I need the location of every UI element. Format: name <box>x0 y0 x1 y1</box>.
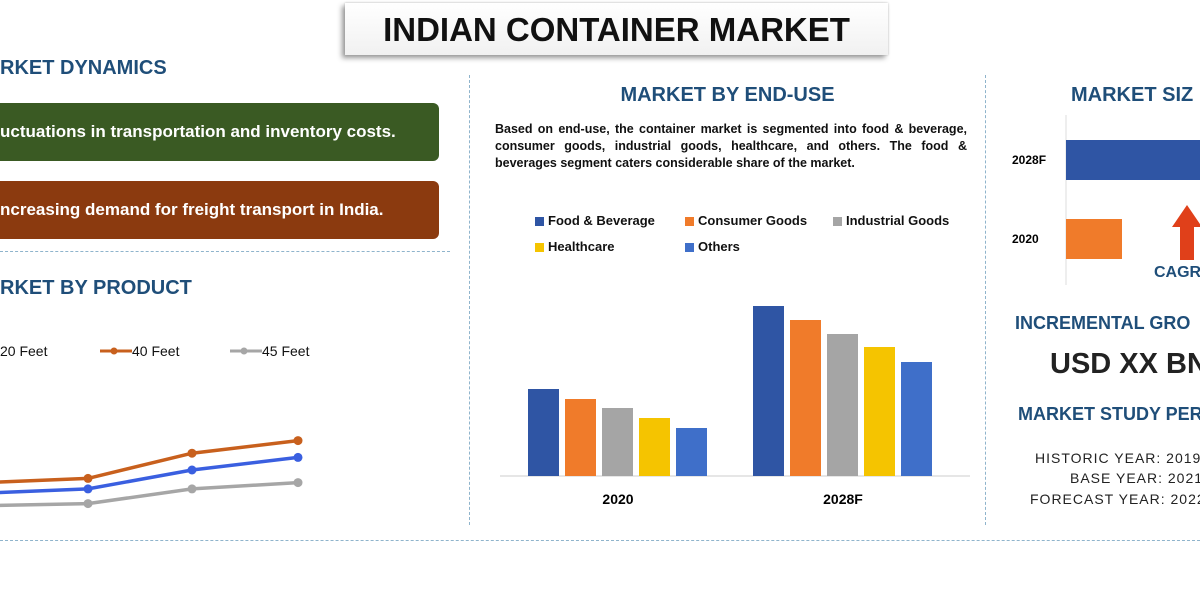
legend-40-feet: 40 Feet <box>100 343 179 359</box>
series-line <box>0 438 299 484</box>
legend-swatch <box>535 217 544 227</box>
data-point <box>83 473 93 483</box>
market-dynamics-heading: RKET DYNAMICS <box>0 57 167 79</box>
end-use-bar-chart: 2020 2028F <box>500 306 970 507</box>
legend-swatch <box>685 217 694 227</box>
historic-year: HISTORIC YEAR: 2019-2 <box>1035 450 1200 466</box>
data-point <box>293 452 303 462</box>
data-point <box>187 484 197 494</box>
cagr-label: CAGR <box>1154 264 1200 281</box>
market-size-bar-chart: 2028F 2020 <box>1012 115 1200 285</box>
series-line <box>0 455 299 495</box>
divider <box>469 75 470 525</box>
legend-label: Industrial Goods <box>846 213 950 228</box>
legend-label: 45 Feet <box>262 343 310 359</box>
legend-item: Industrial Goods <box>833 213 949 228</box>
forecast-year: FORECAST YEAR: 2022-2 <box>1030 491 1200 507</box>
bar <box>639 418 670 476</box>
bar <box>864 347 895 476</box>
bar <box>1066 219 1122 259</box>
growth-arrow-icon <box>1172 205 1200 260</box>
legend-45-feet: 45 Feet <box>230 343 309 359</box>
bar <box>1066 140 1200 180</box>
incremental-growth-heading: INCREMENTAL GRO <box>1015 313 1191 333</box>
data-point <box>187 448 197 458</box>
bar <box>790 320 821 476</box>
data-point <box>187 465 197 475</box>
legend-item: Consumer Goods <box>685 213 807 228</box>
legend-label: Others <box>698 239 740 254</box>
line-marker-icon <box>100 347 132 355</box>
bar <box>602 408 633 476</box>
legend-item: Others <box>685 239 740 254</box>
bar <box>676 428 707 476</box>
page-title: INDIAN CONTAINER MARKET <box>345 3 888 55</box>
bar <box>528 389 559 476</box>
x-tick-label: 2028F <box>823 491 863 507</box>
divider <box>985 75 986 525</box>
data-point <box>293 436 303 446</box>
market-size-heading: MARKET SIZ <box>1071 84 1194 106</box>
legend-swatch <box>833 217 842 227</box>
line-marker-icon <box>230 347 262 355</box>
legend-label: Consumer Goods <box>698 213 808 228</box>
y-tick-label: 2028F <box>1012 153 1046 167</box>
data-point <box>293 478 303 488</box>
incremental-growth-value: USD XX BN <box>1050 348 1200 380</box>
legend-item: Healthcare <box>535 239 614 254</box>
bar <box>565 399 596 476</box>
bar <box>901 362 932 476</box>
legend-item: Food & Beverage <box>535 213 655 228</box>
divider <box>0 540 1200 541</box>
data-point <box>83 484 93 494</box>
legend-swatch <box>685 243 694 253</box>
market-study-period-heading: MARKET STUDY PER <box>1018 404 1200 424</box>
legend-label: 20 Feet <box>0 343 48 359</box>
bar <box>753 306 784 476</box>
legend-20-feet: 20 Feet <box>0 343 47 359</box>
y-tick-label: 2020 <box>1012 232 1039 246</box>
legend-label: Food & Beverage <box>548 213 655 228</box>
dynamics-driver-2: ncreasing demand for freight transport i… <box>0 181 439 239</box>
divider <box>0 251 450 252</box>
legend-label: 40 Feet <box>132 343 180 359</box>
x-tick-label: 2020 <box>602 491 633 507</box>
legend-swatch <box>535 243 544 253</box>
market-by-product-heading: RKET BY PRODUCT <box>0 277 192 299</box>
base-year: BASE YEAR: 2021 <box>1070 470 1200 486</box>
end-use-description: Based on end-use, the container market i… <box>495 122 967 170</box>
data-point <box>83 499 93 509</box>
bar <box>827 334 858 476</box>
dynamics-driver-1: uctuations in transportation and invento… <box>0 103 439 161</box>
product-line-chart <box>0 436 303 509</box>
series-line <box>0 480 299 508</box>
legend-label: Healthcare <box>548 239 615 254</box>
market-by-end-use-heading: MARKET BY END-USE <box>620 84 835 106</box>
